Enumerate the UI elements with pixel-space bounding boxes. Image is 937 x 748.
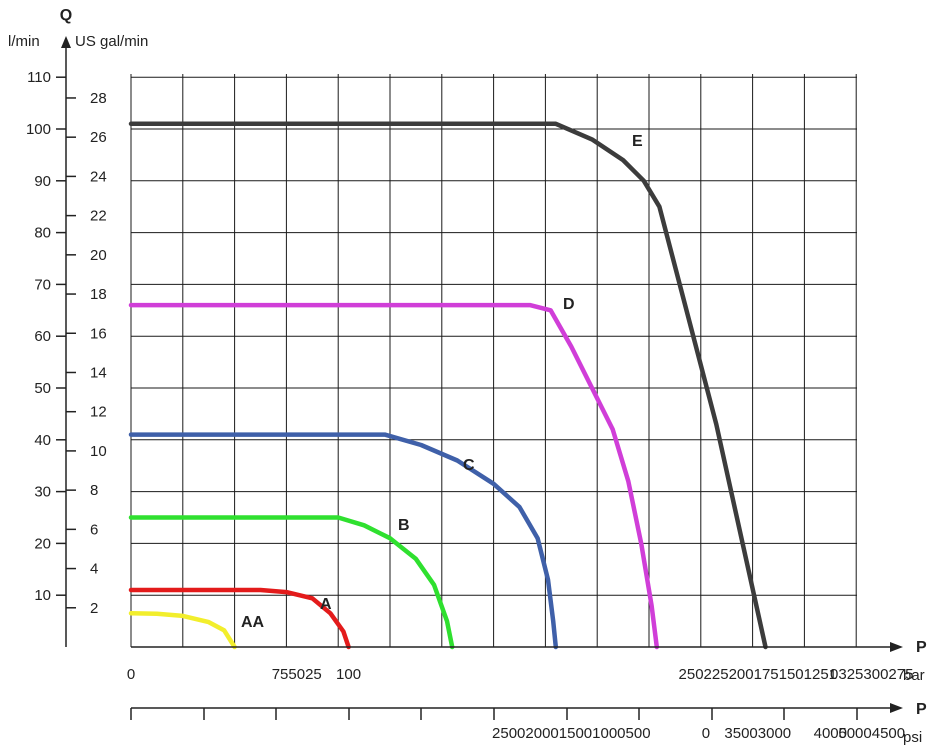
x-axis-bar-arrow bbox=[890, 642, 903, 652]
curve-label-e: E bbox=[632, 133, 643, 150]
y-axis-letter: Q bbox=[60, 7, 72, 24]
y-tick-label-lpm: 70 bbox=[34, 276, 51, 293]
y-axis-arrow bbox=[61, 36, 71, 48]
axes: Q l/min US gal/min P P bar psi bbox=[8, 7, 927, 746]
y-tick-label-gpm: 2 bbox=[90, 600, 98, 617]
y-tick-label-lpm: 110 bbox=[27, 69, 51, 86]
x-tick-label-bar: 0325300275 bbox=[830, 666, 913, 683]
x-tick-label-bar: 2502252001751501251 bbox=[679, 666, 838, 683]
y-tick-label-lpm: 60 bbox=[34, 328, 51, 345]
curve-label-a: A bbox=[320, 596, 332, 613]
y-tick-label-gpm: 12 bbox=[90, 404, 107, 421]
x-axis-letter-bar: P bbox=[916, 639, 927, 656]
x-tick-label-psi: 2500200015001000500 bbox=[492, 725, 651, 742]
y-tick-label-gpm: 6 bbox=[90, 521, 98, 538]
y-tick-label-lpm: 20 bbox=[34, 535, 51, 552]
curve-a bbox=[128, 587, 351, 650]
curve-e bbox=[128, 121, 768, 650]
x-tick-label-psi: 35003000 bbox=[724, 725, 791, 742]
x-unit-primary: bar bbox=[903, 667, 925, 684]
x-tick-label-psi: 50004500 bbox=[838, 725, 905, 742]
curve-label-d: D bbox=[563, 296, 575, 313]
y-tick-label-gpm: 4 bbox=[90, 561, 98, 578]
curve-aa bbox=[128, 611, 237, 650]
tick-labels: 1020304050607080901001102468101214161820… bbox=[26, 69, 913, 742]
x-axis-psi-arrow bbox=[890, 703, 903, 713]
curve-c bbox=[128, 432, 559, 650]
x-axis-letter-psi: P bbox=[916, 701, 927, 718]
y-tick-label-gpm: 10 bbox=[90, 443, 107, 460]
y-tick-label-lpm: 40 bbox=[34, 432, 51, 449]
y-tick-label-gpm: 22 bbox=[90, 208, 107, 225]
curve-b bbox=[128, 515, 455, 650]
y-tick-label-gpm: 8 bbox=[90, 482, 98, 499]
grid bbox=[130, 74, 857, 647]
y-tick-label-lpm: 50 bbox=[34, 380, 51, 397]
x-tick-label-bar: 755025 bbox=[272, 666, 322, 683]
y-tick-label-gpm: 28 bbox=[90, 90, 107, 107]
x-tick-label-bar: 100 bbox=[336, 666, 361, 683]
curve-label-aa: AA bbox=[241, 614, 265, 631]
curve-d bbox=[128, 302, 660, 650]
curve-label-b: B bbox=[398, 517, 410, 534]
x-tick-label-psi: 4000 bbox=[814, 725, 847, 742]
x-tick-label-psi: 0 bbox=[702, 725, 710, 742]
y-tick-label-lpm: 80 bbox=[34, 225, 51, 242]
y-unit-primary: l/min bbox=[8, 33, 40, 50]
y-tick-label-gpm: 20 bbox=[90, 247, 107, 264]
y-tick-label-gpm: 18 bbox=[90, 286, 107, 303]
y-tick-label-gpm: 16 bbox=[90, 325, 107, 342]
y-tick-label-gpm: 14 bbox=[90, 364, 107, 381]
x-tick-label-bar: 0 bbox=[127, 666, 135, 683]
curve-label-c: C bbox=[463, 457, 475, 474]
y-tick-label-gpm: 26 bbox=[90, 129, 107, 146]
y-tick-label-lpm: 10 bbox=[34, 587, 51, 604]
y-tick-label-lpm: 100 bbox=[26, 121, 51, 138]
x-unit-secondary: psi bbox=[903, 729, 922, 746]
y-unit-secondary: US gal/min bbox=[75, 33, 148, 50]
y-tick-label-lpm: 90 bbox=[34, 173, 51, 190]
y-tick-label-gpm: 24 bbox=[90, 168, 107, 185]
y-tick-label-lpm: 30 bbox=[34, 484, 51, 501]
curves bbox=[128, 121, 768, 650]
